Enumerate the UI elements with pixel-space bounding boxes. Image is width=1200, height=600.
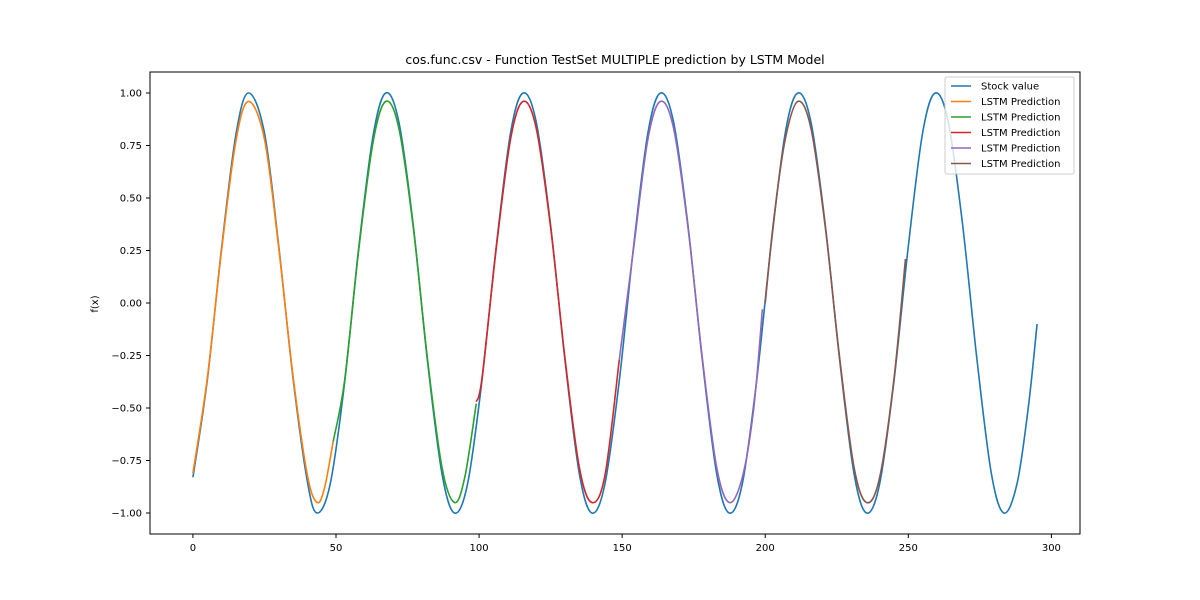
legend-entry: LSTM Prediction [981,97,1061,108]
x-tick-label: 50 [330,543,343,554]
x-tick-label: 150 [613,543,632,554]
chart-title: cos.func.csv - Function TestSet MULTIPLE… [405,52,824,67]
series-line-5 [764,100,907,504]
legend-entry: LSTM Prediction [981,128,1061,139]
y-tick-label: −1.00 [111,509,142,520]
series-lines [192,91,1038,514]
axis-ticks: 0 50 100 150 200 250 300 −1.00 −0.75 −0.50 −0.25 0.… [111,89,1061,555]
series-line-4 [618,100,764,504]
y-tick-label: 1.00 [120,89,142,100]
x-tick-label: 200 [756,543,775,554]
y-tick-label: −0.25 [111,351,142,362]
y-tick-label: −0.50 [111,404,142,415]
y-tick-label: −0.75 [111,456,142,467]
plot-frame [149,71,1081,535]
legend-entry: Stock value [981,82,1039,93]
series-line-0 [192,91,1038,514]
legend-entry: LSTM Prediction [981,113,1061,124]
y-tick-label: 0.50 [120,194,142,205]
series-line-1 [192,100,334,504]
series-line-2 [332,100,478,504]
series-line-3 [475,100,621,504]
x-tick-label: 0 [190,543,196,554]
legend: Stock value LSTM Prediction LSTM Predictio… [944,76,1075,175]
y-tick-label: 0.75 [120,141,142,152]
y-tick-label: 0.00 [120,299,142,310]
legend-frame [944,76,1075,175]
x-tick-label: 100 [470,543,489,554]
legend-entry: LSTM Prediction [981,144,1061,155]
y-axis-label: f(x) [90,295,101,312]
y-tick-label: 0.25 [120,246,142,257]
legend-entry: LSTM Prediction [981,159,1061,170]
x-tick-label: 300 [1042,543,1061,554]
x-tick-label: 250 [899,543,918,554]
